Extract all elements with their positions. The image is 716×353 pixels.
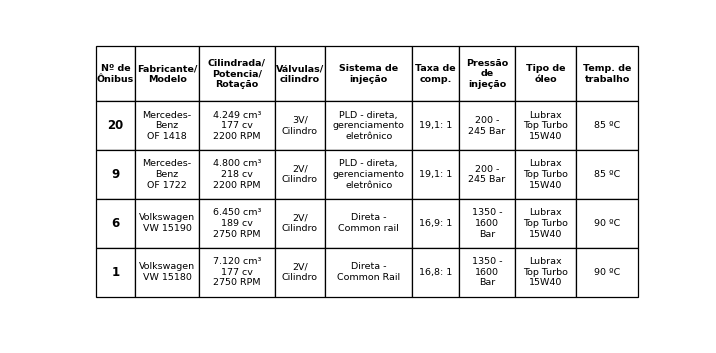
Bar bbox=[515, 150, 576, 199]
Text: 2V/
Cilindro: 2V/ Cilindro bbox=[282, 165, 318, 185]
Bar bbox=[275, 47, 325, 101]
Text: Taxa de
comp.: Taxa de comp. bbox=[415, 64, 456, 84]
Text: 16,8: 1: 16,8: 1 bbox=[419, 268, 453, 277]
Bar bbox=[275, 199, 325, 248]
Bar bbox=[199, 199, 275, 248]
Text: Volkswagen
VW 15190: Volkswagen VW 15190 bbox=[139, 214, 195, 233]
Bar bbox=[275, 248, 325, 297]
Bar bbox=[459, 101, 515, 150]
Text: 4.249 cm³
177 cv
2200 RPM: 4.249 cm³ 177 cv 2200 RPM bbox=[213, 110, 261, 141]
Text: Fabricante/
Modelo: Fabricante/ Modelo bbox=[137, 64, 198, 84]
Text: 85 ºC: 85 ºC bbox=[594, 170, 620, 179]
Text: Direta -
Common rail: Direta - Common rail bbox=[338, 214, 399, 233]
Text: Nº de
Ônibus: Nº de Ônibus bbox=[97, 64, 134, 84]
Bar bbox=[135, 150, 199, 199]
Bar bbox=[199, 101, 275, 150]
Text: Mercedes-
Benz
OF 1722: Mercedes- Benz OF 1722 bbox=[142, 159, 192, 190]
Text: 2V/
Cilindro: 2V/ Cilindro bbox=[282, 262, 318, 282]
Bar bbox=[515, 47, 576, 101]
Bar bbox=[96, 199, 135, 248]
Text: Lubrax
Top Turbo
15W40: Lubrax Top Turbo 15W40 bbox=[523, 257, 568, 287]
Text: PLD - direta,
gerenciamento
eletrônico: PLD - direta, gerenciamento eletrônico bbox=[333, 110, 405, 141]
Bar bbox=[412, 150, 459, 199]
Text: 6.450 cm³
189 cv
2750 RPM: 6.450 cm³ 189 cv 2750 RPM bbox=[213, 208, 261, 239]
Bar bbox=[135, 47, 199, 101]
Bar bbox=[325, 248, 412, 297]
Bar bbox=[412, 248, 459, 297]
Bar bbox=[325, 47, 412, 101]
Bar bbox=[515, 248, 576, 297]
Bar bbox=[459, 199, 515, 248]
Bar bbox=[515, 101, 576, 150]
Text: 200 -
245 Bar: 200 - 245 Bar bbox=[468, 165, 505, 185]
Bar bbox=[135, 101, 199, 150]
Bar bbox=[135, 199, 199, 248]
Bar bbox=[96, 101, 135, 150]
Text: 2V/
Cilindro: 2V/ Cilindro bbox=[282, 214, 318, 233]
Text: 16,9: 1: 16,9: 1 bbox=[419, 219, 453, 228]
Text: 200 -
245 Bar: 200 - 245 Bar bbox=[468, 116, 505, 136]
Text: Válvulas/
cilindro: Válvulas/ cilindro bbox=[276, 64, 324, 84]
Bar bbox=[325, 101, 412, 150]
Text: PLD - direta,
gerenciamento
eletrônico: PLD - direta, gerenciamento eletrônico bbox=[333, 159, 405, 190]
Bar bbox=[459, 248, 515, 297]
Text: 6: 6 bbox=[112, 217, 120, 230]
Text: Lubrax
Top Turbo
15W40: Lubrax Top Turbo 15W40 bbox=[523, 159, 568, 190]
Text: Lubrax
Top Turbo
15W40: Lubrax Top Turbo 15W40 bbox=[523, 110, 568, 141]
Text: Sistema de
injeção: Sistema de injeção bbox=[339, 64, 398, 84]
Bar bbox=[325, 199, 412, 248]
Text: Pressão
de
injeção: Pressão de injeção bbox=[466, 59, 508, 89]
Text: 90 ºC: 90 ºC bbox=[594, 268, 620, 277]
Text: Lubrax
Top Turbo
15W40: Lubrax Top Turbo 15W40 bbox=[523, 208, 568, 239]
Bar bbox=[135, 248, 199, 297]
Bar bbox=[325, 150, 412, 199]
Bar bbox=[275, 150, 325, 199]
Bar bbox=[412, 47, 459, 101]
Bar bbox=[576, 248, 638, 297]
Bar bbox=[412, 101, 459, 150]
Text: 1350 -
1600
Bar: 1350 - 1600 Bar bbox=[472, 257, 502, 287]
Text: Mercedes-
Benz
OF 1418: Mercedes- Benz OF 1418 bbox=[142, 110, 192, 141]
Text: Tipo de
óleo: Tipo de óleo bbox=[526, 64, 566, 84]
Text: 3V/
Cilindro: 3V/ Cilindro bbox=[282, 116, 318, 136]
Text: 7.120 cm³
177 cv
2750 RPM: 7.120 cm³ 177 cv 2750 RPM bbox=[213, 257, 261, 287]
Text: 9: 9 bbox=[112, 168, 120, 181]
Text: Volkswagen
VW 15180: Volkswagen VW 15180 bbox=[139, 262, 195, 282]
Bar bbox=[199, 150, 275, 199]
Bar bbox=[576, 101, 638, 150]
Bar bbox=[459, 47, 515, 101]
Text: 85 ºC: 85 ºC bbox=[594, 121, 620, 130]
Bar bbox=[199, 248, 275, 297]
Text: 19,1: 1: 19,1: 1 bbox=[419, 121, 453, 130]
Bar bbox=[96, 248, 135, 297]
Bar bbox=[459, 150, 515, 199]
Bar bbox=[96, 150, 135, 199]
Bar bbox=[576, 150, 638, 199]
Text: 19,1: 1: 19,1: 1 bbox=[419, 170, 453, 179]
Bar bbox=[576, 47, 638, 101]
Text: 4.800 cm³
218 cv
2200 RPM: 4.800 cm³ 218 cv 2200 RPM bbox=[213, 159, 261, 190]
Bar bbox=[412, 199, 459, 248]
Text: 1350 -
1600
Bar: 1350 - 1600 Bar bbox=[472, 208, 502, 239]
Bar bbox=[199, 47, 275, 101]
Text: 20: 20 bbox=[107, 119, 124, 132]
Bar bbox=[515, 199, 576, 248]
Text: Direta -
Common Rail: Direta - Common Rail bbox=[337, 262, 400, 282]
Bar bbox=[96, 47, 135, 101]
Bar bbox=[576, 199, 638, 248]
Text: Temp. de
trabalho: Temp. de trabalho bbox=[583, 64, 632, 84]
Text: 1: 1 bbox=[112, 265, 120, 279]
Bar bbox=[275, 101, 325, 150]
Text: 90 ºC: 90 ºC bbox=[594, 219, 620, 228]
Text: Cilindrada/
Potencia/
Rotação: Cilindrada/ Potencia/ Rotação bbox=[208, 59, 266, 89]
